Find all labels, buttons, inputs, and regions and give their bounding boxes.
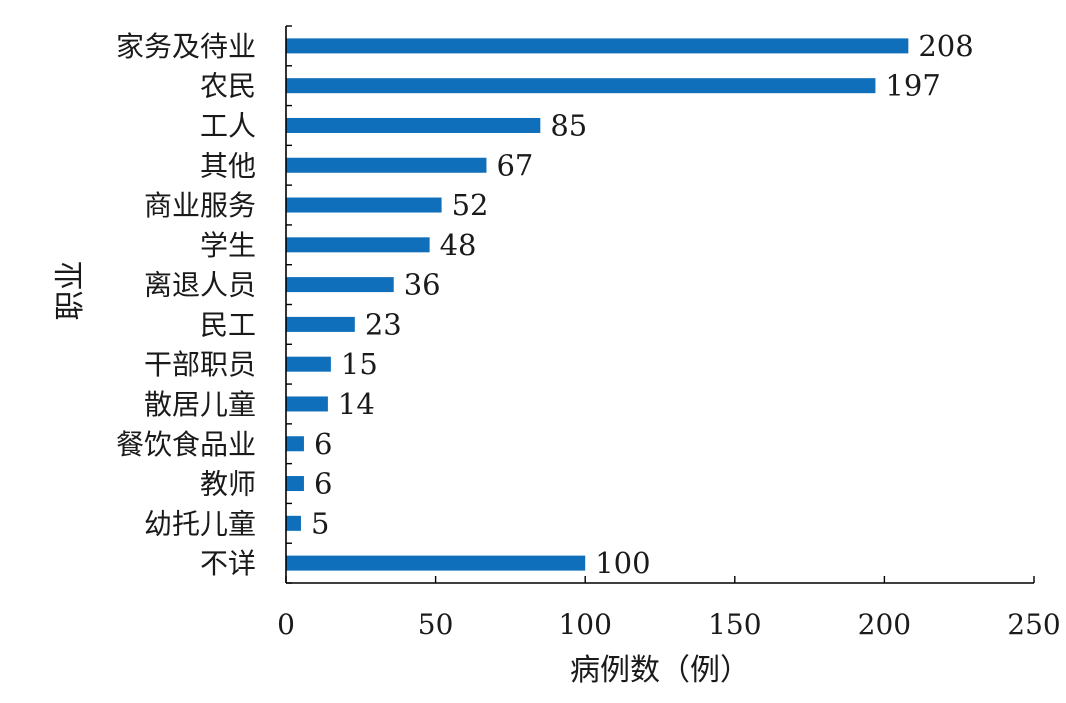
bar [286,555,586,571]
bar [286,515,301,531]
category-label: 农民 [200,70,256,103]
x-axis-title: 病例数（例） [570,653,750,688]
category-label: 离退人员 [144,269,256,302]
category-label: 不详 [200,547,256,580]
bar [286,38,909,54]
bar [286,197,442,213]
data-label: 85 [550,108,587,142]
category-label: 教师 [200,468,256,501]
data-label: 6 [314,467,332,501]
labels-layer: 0 50 100 150 200 250 家务及待业 208 农民 197 工人 85 其他 67 商业服务… [116,29,1061,641]
category-label: 幼托儿童 [144,507,256,540]
bar [286,316,355,332]
bar [286,476,304,492]
data-label: 6 [314,427,332,461]
bar [286,356,331,372]
x-tick-label: 100 [558,608,611,641]
bar [286,117,541,133]
axes-layer [285,25,1035,584]
category-label: 其他 [200,149,256,182]
x-tick-label: 0 [277,608,295,641]
category-label: 散居儿童 [144,388,256,421]
bar [286,436,304,452]
category-label: 商业服务 [144,189,256,222]
data-label: 36 [404,268,441,302]
category-label: 民工 [200,308,256,341]
bar [286,237,430,253]
category-label: 学生 [200,229,256,262]
category-label: 工人 [200,109,256,142]
bar [286,78,876,94]
y-axis-title: 职业 [53,261,88,321]
data-label: 52 [452,188,489,222]
data-label: 67 [496,148,533,182]
x-tick-label: 250 [1007,608,1060,641]
x-tick-label: 200 [858,608,911,641]
data-label: 5 [311,506,329,540]
bars-layer [286,38,909,571]
bar [286,396,328,412]
category-label: 餐饮食品业 [116,428,256,461]
bar [286,157,487,173]
data-label: 197 [885,69,940,103]
category-label: 干部职员 [144,348,256,381]
x-tick-label: 50 [418,608,454,641]
data-label: 14 [338,387,375,421]
data-label: 23 [365,307,402,341]
data-label: 15 [341,347,378,381]
bar [286,277,394,293]
data-label: 100 [595,546,650,580]
category-label: 家务及待业 [116,30,256,63]
data-label: 208 [918,29,973,63]
data-label: 48 [440,228,477,262]
x-tick-label: 150 [708,608,761,641]
